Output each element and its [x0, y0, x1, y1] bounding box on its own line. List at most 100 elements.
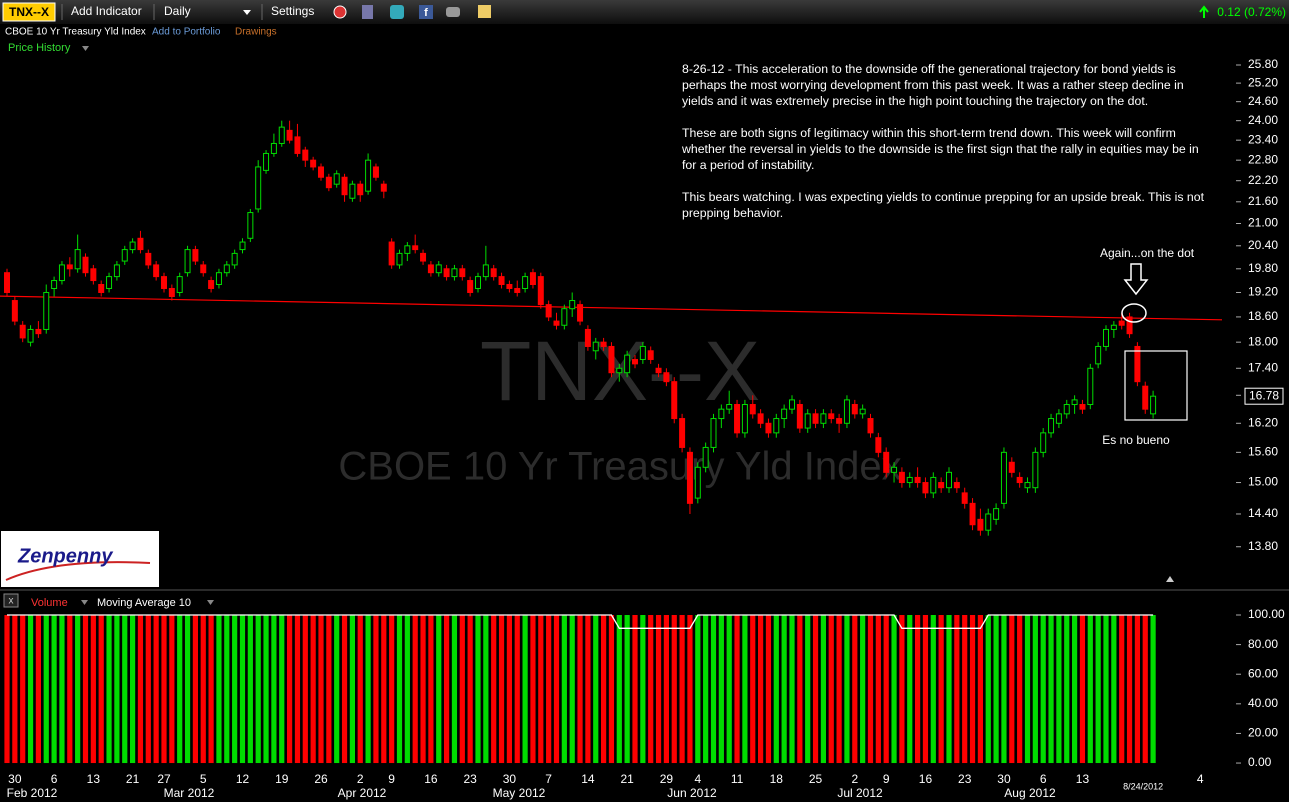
symbol-box[interactable] [2, 2, 56, 22]
symbol[interactable]: TNX--X [9, 5, 49, 19]
candle-body [624, 354, 631, 374]
volume-bar [977, 614, 983, 764]
candle-body [537, 276, 544, 306]
print-icon[interactable] [446, 7, 460, 17]
volume-bar [451, 614, 458, 764]
add-indicator[interactable]: Add Indicator [71, 4, 142, 18]
volume-bar [687, 614, 693, 764]
candle-body [859, 408, 866, 415]
x-tick-label: 25 [809, 772, 823, 786]
candle-body [145, 252, 152, 266]
volume-bar [381, 614, 387, 764]
volume-bar [161, 614, 167, 764]
candle-body [365, 159, 372, 192]
add-to-portfolio[interactable]: Add to Portfolio [152, 27, 221, 38]
dropdown-arrow[interactable] [81, 600, 88, 605]
volume-bar [82, 614, 89, 764]
candle-body [930, 476, 937, 494]
candle-body [255, 166, 262, 210]
volume-bar [35, 614, 41, 764]
candle-body [388, 241, 395, 266]
volume-bar [907, 614, 913, 764]
volume-bar [263, 614, 269, 764]
volume-bar [773, 614, 779, 764]
volume-bar [530, 614, 536, 764]
y-tick-label: 18.00 [1248, 334, 1278, 348]
candle-body [718, 408, 725, 420]
chart-title: CBOE 10 Yr Treasury Yld Index [5, 27, 146, 38]
period[interactable]: Daily [164, 4, 191, 18]
last-date: 8/24/2012 [1123, 781, 1163, 791]
volume-bar [789, 614, 795, 764]
x-tick-label: 5 [200, 772, 207, 786]
candle-body [632, 358, 638, 365]
candle-body [161, 276, 167, 289]
candle-body [1032, 451, 1039, 489]
y-tick-label: 100.00 [1248, 607, 1285, 621]
x-tick-label: 2 [357, 772, 364, 786]
settings[interactable]: Settings [271, 4, 314, 18]
candle-body [490, 268, 497, 278]
dropdown-arrow[interactable] [207, 600, 214, 605]
volume-bar [695, 614, 701, 764]
candle-body [176, 276, 183, 293]
candle-body [357, 183, 364, 196]
x-tick-label: 30 [8, 772, 22, 786]
dropdown-arrow[interactable] [243, 10, 251, 15]
x-tick-label: 14 [581, 772, 595, 786]
volume-bar [836, 614, 842, 764]
candle-body [655, 367, 662, 374]
volume-bar [781, 614, 787, 764]
candle-body [1126, 316, 1133, 335]
candle-body [545, 304, 552, 318]
volume-bar [404, 614, 410, 764]
alarm-icon[interactable] [333, 5, 347, 19]
volume-bar [67, 614, 73, 764]
volume-bar [302, 614, 308, 764]
notes-icon[interactable] [362, 5, 373, 19]
twitter-icon[interactable] [390, 5, 404, 19]
y-tick-label: 20.40 [1248, 238, 1278, 252]
candle-body [1142, 385, 1149, 410]
volume-bar [765, 614, 772, 764]
candle-body [820, 413, 827, 424]
commentary-paragraph: 8-26-12 - This acceleration to the downs… [682, 62, 1184, 108]
volume-bar [436, 614, 442, 764]
volume-bar [522, 614, 528, 764]
candle-body [427, 264, 434, 274]
volume-bar [1001, 614, 1007, 764]
candle-body [467, 280, 474, 293]
volume-bar [1111, 614, 1117, 764]
logo-box [1, 531, 159, 587]
change-arrow [1199, 5, 1209, 18]
annotation-arrow [1123, 263, 1149, 296]
collapse-marker[interactable] [1166, 576, 1174, 582]
y-tick-label: 22.80 [1248, 152, 1278, 166]
volume-bar [75, 614, 81, 764]
candle-body [1134, 345, 1141, 383]
price-history[interactable]: Price History [8, 42, 71, 54]
volume-bar [51, 614, 57, 764]
y-tick-label: 16.20 [1248, 415, 1278, 429]
close-button[interactable] [3, 593, 19, 608]
volume-bar [828, 614, 834, 764]
sticky-icon[interactable] [478, 5, 491, 18]
volume-bar [43, 614, 49, 764]
volume-bar [59, 614, 65, 764]
volume-bar [106, 614, 112, 764]
candle-body [647, 350, 654, 360]
volume-bar [357, 614, 363, 764]
candle-body [1103, 328, 1109, 347]
dropdown-arrow[interactable] [82, 46, 89, 51]
drawings[interactable]: Drawings [235, 27, 277, 38]
volume-bar [483, 614, 489, 764]
close-x[interactable]: x [9, 596, 14, 607]
x-tick-label: 16 [424, 772, 438, 786]
y-tick-label: 22.20 [1248, 173, 1278, 187]
candle-body [113, 264, 120, 278]
candle-body [914, 476, 921, 484]
candle-body [215, 272, 222, 286]
facebook-icon[interactable] [419, 5, 433, 19]
x-tick-label: 23 [958, 772, 972, 786]
